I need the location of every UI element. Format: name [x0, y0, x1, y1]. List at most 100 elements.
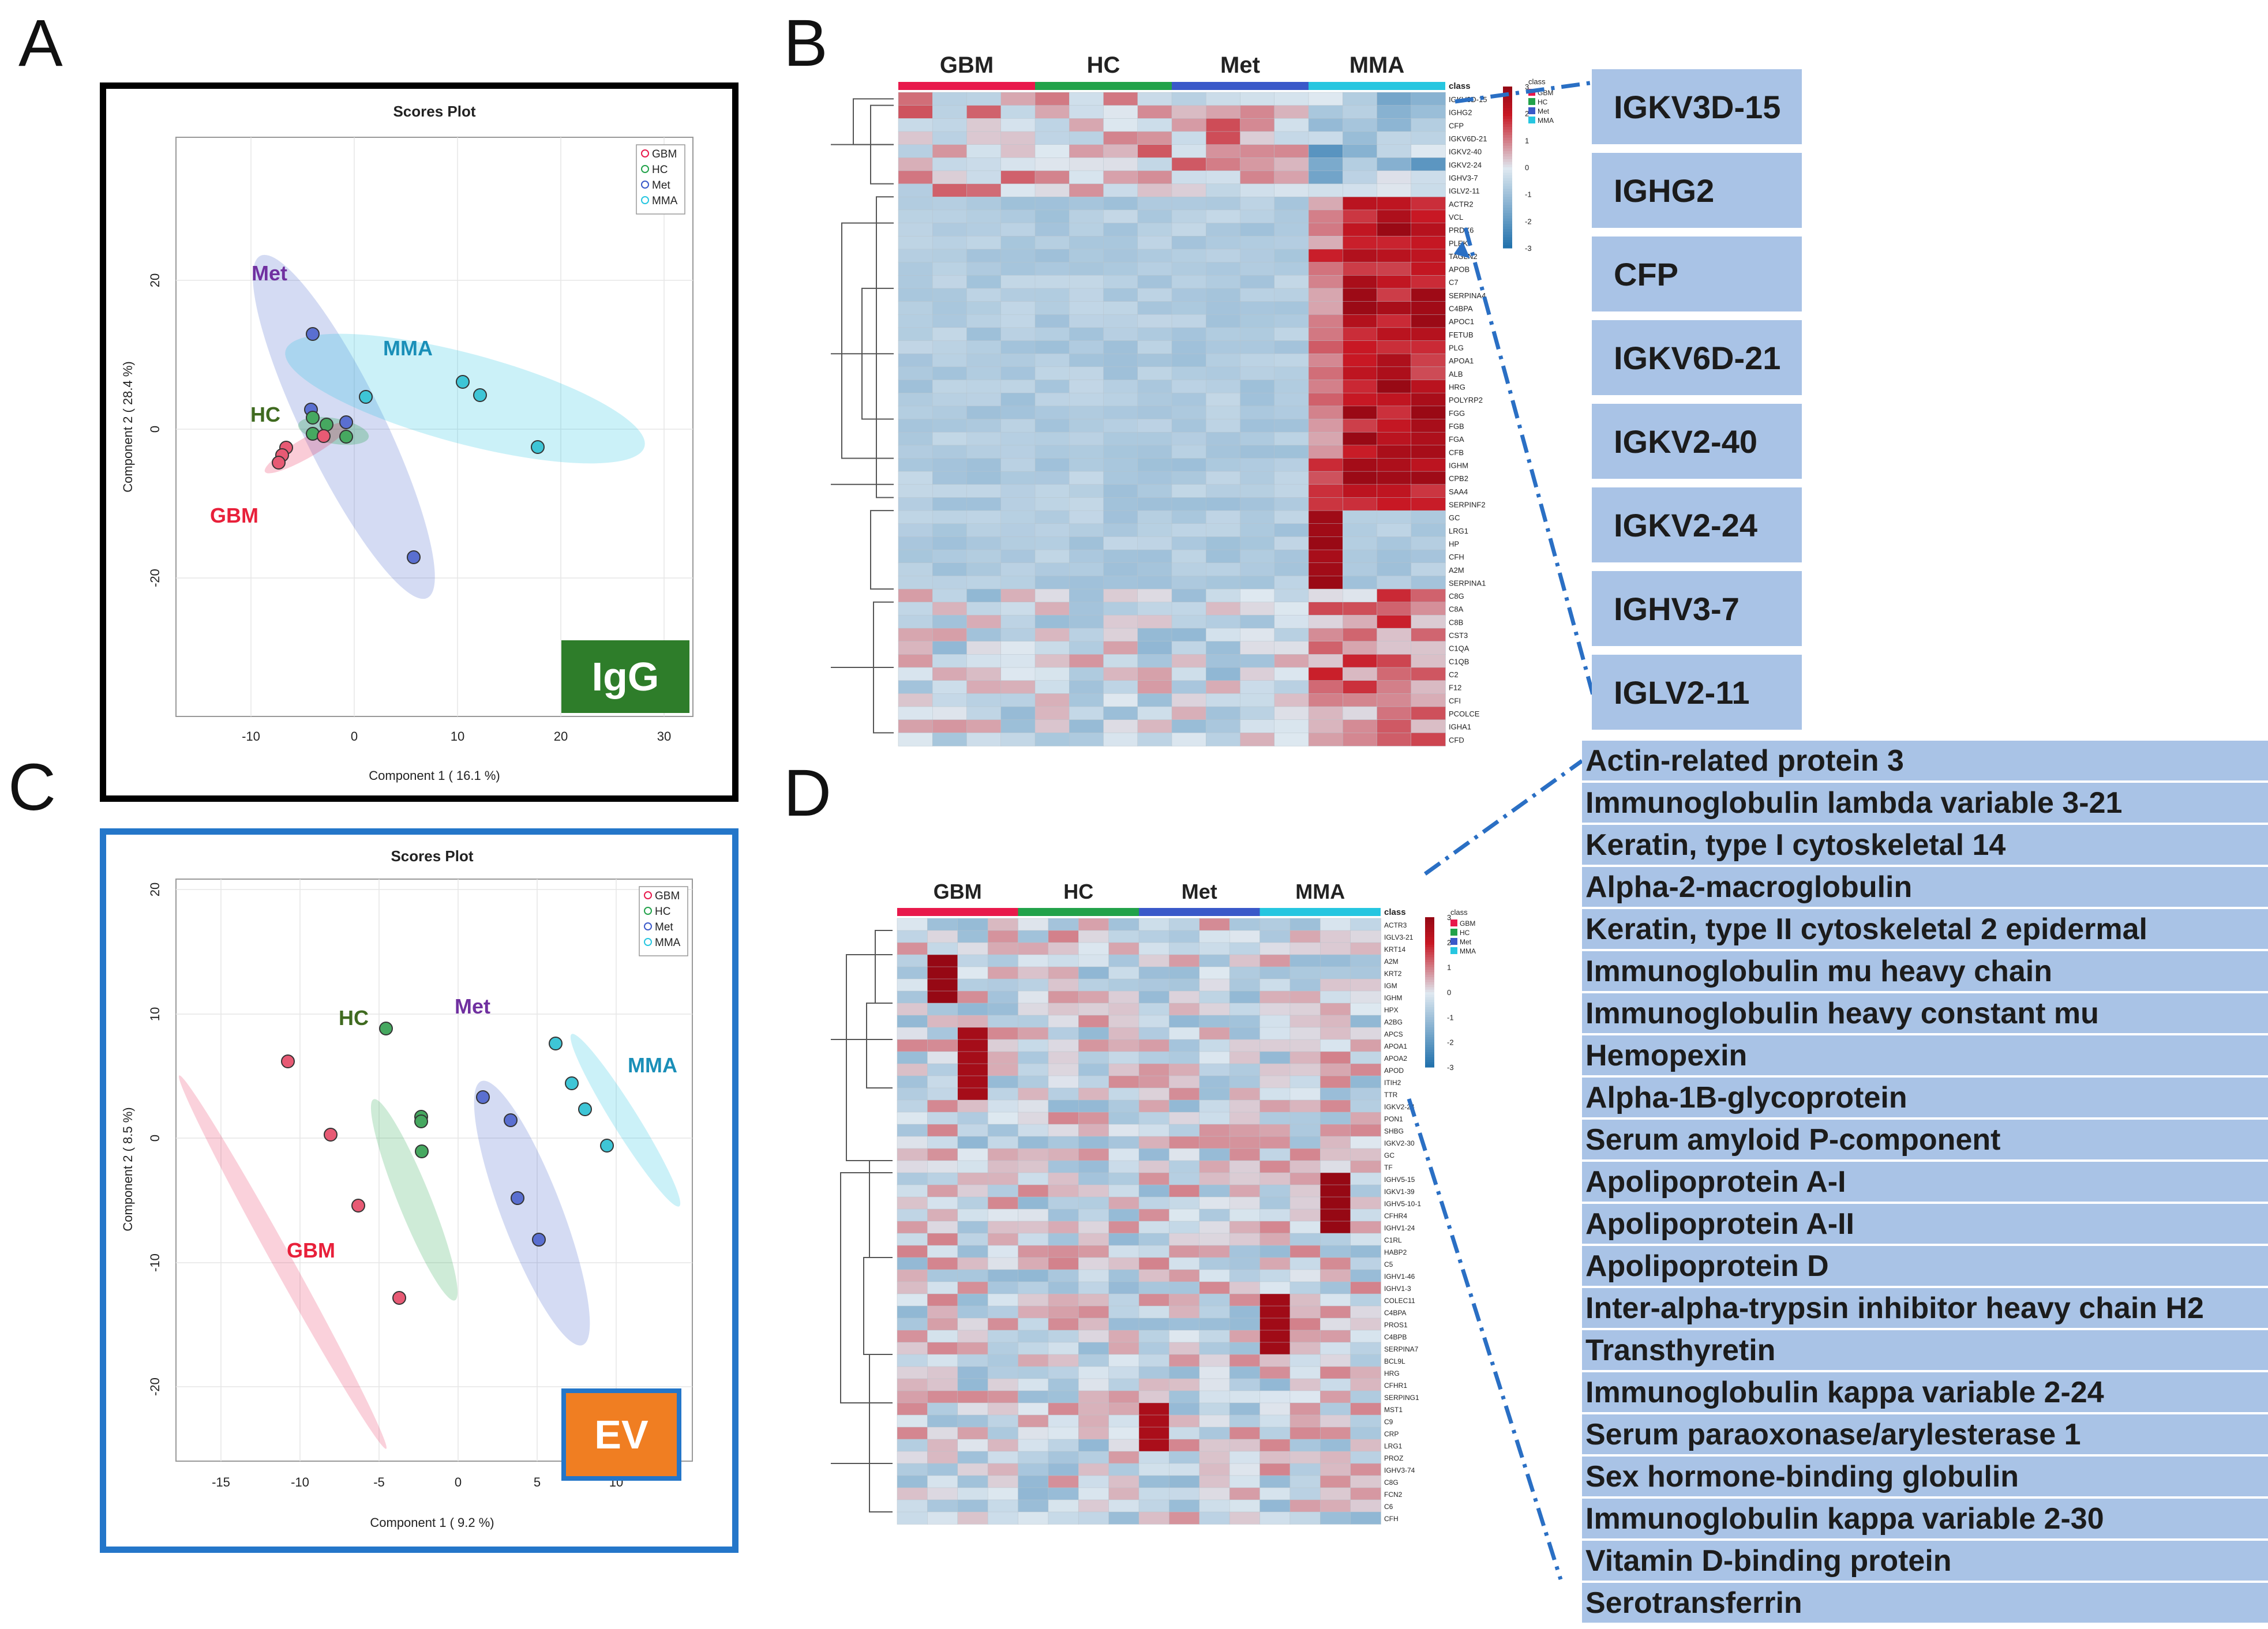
- heatmap-cell: [932, 327, 968, 341]
- heatmap-ev: GBM HC Met MMAclassACTR3IGLV3-21KRT14A2MKRT…: [831, 880, 1476, 1525]
- heatmap-cell: [966, 366, 1002, 381]
- heatmap-cell: [987, 1087, 1019, 1101]
- heatmap-cell: [1103, 667, 1138, 681]
- y-axis: 20 0 -20: [148, 273, 162, 587]
- heatmap-cell: [1240, 144, 1275, 159]
- heatmap-cell: [1350, 1051, 1381, 1064]
- heatmap-cell: [957, 1439, 988, 1452]
- heatmap-cell: [1137, 549, 1172, 564]
- heatmap-cell: [1169, 918, 1200, 931]
- heatmap-cell: [966, 484, 1002, 498]
- heatmap-cell: [1103, 275, 1138, 289]
- heatmap-cell: [1320, 1099, 1351, 1113]
- heatmap-cell: [1069, 680, 1104, 695]
- heatmap-cell: [1350, 1063, 1381, 1076]
- heatmap-cell: [1320, 1136, 1351, 1149]
- igg-protein-item: IGHV3-7: [1592, 571, 1802, 649]
- heatmap-cell: [1343, 431, 1378, 446]
- heatmap-cell: [1048, 1196, 1079, 1210]
- heatmap-cell: [1018, 1330, 1049, 1343]
- heatmap-cell: [1034, 497, 1070, 511]
- heatmap-cell: [1240, 562, 1275, 577]
- heatmap-cell: [1078, 918, 1109, 931]
- heatmap-cell: [966, 719, 1002, 734]
- heatmap-cell: [897, 1027, 928, 1040]
- heatmap-cell: [1078, 1160, 1109, 1173]
- heatmap-cell: [1137, 431, 1172, 446]
- heatmap-cell: [1259, 1378, 1291, 1391]
- heatmap-cell: [1411, 602, 1446, 616]
- heatmap-cell: [927, 1378, 958, 1391]
- row-label: SERPINA1: [1449, 579, 1486, 587]
- heatmap-cell: [1350, 1427, 1381, 1440]
- group-label-mma: MMA: [628, 1053, 677, 1077]
- heatmap-cell: [898, 366, 933, 381]
- point-met: [306, 327, 320, 341]
- heatmap-cell: [1137, 197, 1172, 211]
- heatmap-cell: [1171, 157, 1206, 171]
- heatmap-cell: [1320, 942, 1351, 955]
- heatmap-cell: [1138, 1136, 1170, 1149]
- heatmap-cell: [1169, 1293, 1200, 1307]
- heatmap-cell: [1138, 1245, 1170, 1258]
- heatmap-cell: [1171, 353, 1206, 367]
- heatmap-cell: [1137, 223, 1172, 237]
- heatmap-cell: [1103, 628, 1138, 642]
- heatmap-cell: [966, 314, 1002, 328]
- row-label: C5: [1384, 1260, 1393, 1268]
- heatmap-cell: [987, 1063, 1019, 1076]
- heatmap-cell: [932, 667, 968, 681]
- heatmap-cell: [1274, 706, 1309, 720]
- heatmap-cell: [1411, 236, 1446, 250]
- heatmap-cell: [1103, 131, 1138, 145]
- heatmap-cell: [1289, 1208, 1321, 1222]
- heatmap-cell: [1199, 1475, 1230, 1488]
- heatmap-cell: [957, 1427, 988, 1440]
- heatmap-cell: [1240, 170, 1275, 185]
- heatmap-cell: [1377, 183, 1412, 198]
- heatmap-cell: [1350, 1208, 1381, 1222]
- heatmap-cell: [987, 1015, 1019, 1028]
- ellipse-met: [474, 1080, 590, 1346]
- heatmap-cell: [1229, 1184, 1261, 1198]
- igg-protein-item: IGKV6D-21: [1592, 320, 1802, 398]
- heatmap-cell: [1411, 249, 1446, 263]
- heatmap-cell: [1169, 930, 1200, 943]
- heatmap-cell: [1320, 1172, 1351, 1185]
- heatmap-cell: [1138, 978, 1170, 992]
- scale-tick: 0: [1447, 988, 1451, 997]
- panel-label-a: A: [18, 6, 63, 80]
- heatmap-cell: [1069, 628, 1104, 642]
- heatmap-cell: [897, 1427, 928, 1440]
- heatmap-cell: [987, 1208, 1019, 1222]
- heatmap-cell: [1048, 918, 1079, 931]
- heatmap-cell: [1048, 1427, 1079, 1440]
- heatmap-cell: [957, 1318, 988, 1331]
- group-header: MMA: [1295, 880, 1345, 903]
- row-label: C8G: [1384, 1478, 1399, 1487]
- heatmap-cell: [1240, 628, 1275, 642]
- heatmap-cell: [898, 588, 933, 603]
- heatmap-cell: [1411, 667, 1446, 681]
- scale-tick: 3: [1447, 913, 1451, 922]
- heatmap-cell: [1103, 719, 1138, 734]
- heatmap-cell: [1350, 1305, 1381, 1319]
- heatmap-cell: [1377, 445, 1412, 459]
- heatmap-cell: [1350, 1330, 1381, 1343]
- heatmap-cell: [1350, 1439, 1381, 1452]
- heatmap-cell: [1289, 1184, 1321, 1198]
- heatmap-cell: [1069, 170, 1104, 185]
- heatmap-cell: [1229, 1051, 1261, 1064]
- heatmap-cell: [1274, 183, 1309, 198]
- heatmap-cell: [1103, 105, 1138, 119]
- heatmap-cell: [1350, 1378, 1381, 1391]
- heatmap-cell: [897, 1305, 928, 1319]
- point-mma: [531, 440, 545, 454]
- heatmap-cell: [1078, 942, 1109, 955]
- heatmap-cell: [932, 615, 968, 629]
- heatmap-cell: [1137, 157, 1172, 171]
- heatmap-cell: [1078, 1245, 1109, 1258]
- heatmap-cell: [1034, 183, 1070, 198]
- heatmap-cell: [1377, 353, 1412, 367]
- heatmap-cell: [1206, 236, 1241, 250]
